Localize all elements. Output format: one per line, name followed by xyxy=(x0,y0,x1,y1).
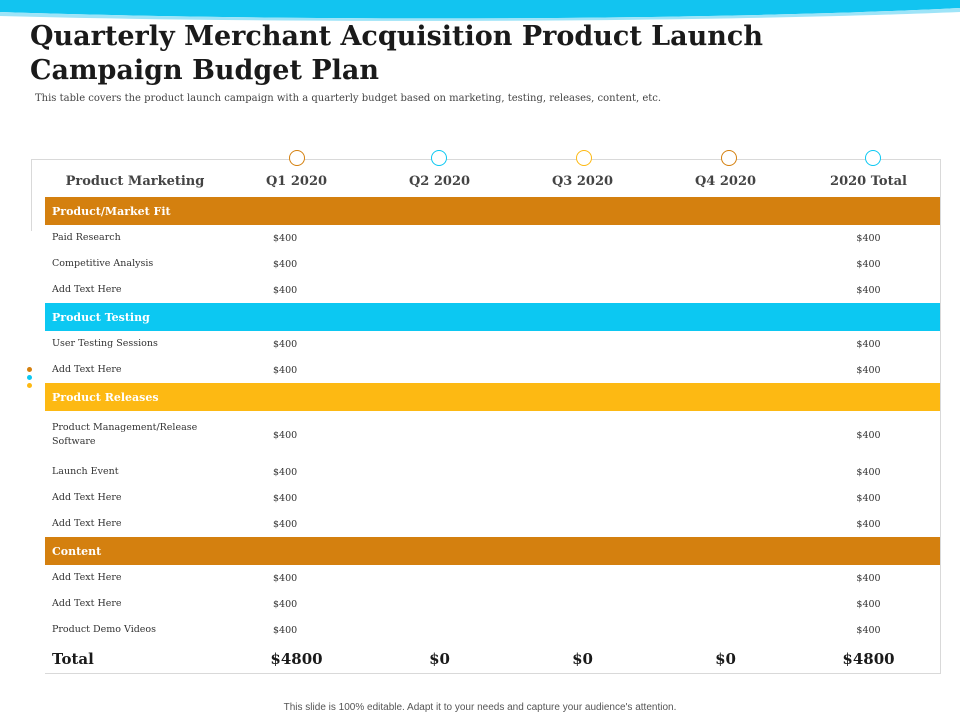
table-frame-bottom xyxy=(45,673,941,674)
table-row: Competitive Analysis $400 $400 xyxy=(45,251,940,277)
total-q3: $0 xyxy=(572,650,593,668)
table-row: Add Text Here $400 $400 xyxy=(45,485,940,511)
header-product-marketing: Product Marketing xyxy=(65,174,205,189)
section-title: Content xyxy=(52,544,102,558)
cell-total: $400 xyxy=(856,232,881,244)
section-row-content: Content xyxy=(45,537,940,565)
row-label: User Testing Sessions xyxy=(52,338,158,349)
cell-total: $400 xyxy=(856,429,881,441)
section-row-product-testing: Product Testing xyxy=(45,303,940,331)
row-label: Add Text Here xyxy=(52,284,122,295)
cell-q1: $400 xyxy=(273,258,298,270)
cell-q1: $400 xyxy=(273,492,298,504)
cell-total: $400 xyxy=(856,466,881,478)
row-label: Add Text Here xyxy=(52,518,122,529)
column-marker-q2 xyxy=(431,150,447,166)
row-label: Add Text Here xyxy=(52,364,122,375)
cell-total: $400 xyxy=(856,284,881,296)
section-row-product-releases: Product Releases xyxy=(45,383,940,411)
table-row: Add Text Here $400 $400 xyxy=(45,591,940,617)
cell-q1: $400 xyxy=(273,624,298,636)
table-row: Add Text Here $400 $400 xyxy=(45,357,940,383)
header-q4: Q4 2020 xyxy=(694,174,757,189)
row-label: Product Management/Release Software xyxy=(52,422,198,447)
column-marker-q1 xyxy=(289,150,305,166)
table-frame-top xyxy=(31,159,941,160)
section-title: Product Releases xyxy=(52,390,159,404)
header-q2: Q2 2020 xyxy=(408,174,471,189)
cell-q1: $400 xyxy=(273,284,298,296)
budget-table: Product Marketing Q1 2020 Q2 2020 Q3 202… xyxy=(45,166,940,675)
row-label: Add Text Here xyxy=(52,598,122,609)
row-label: Paid Research xyxy=(52,232,121,243)
row-label: Add Text Here xyxy=(52,492,122,503)
section-title: Product Testing xyxy=(52,310,150,324)
table-row: User Testing Sessions $400 $400 xyxy=(45,331,940,357)
row-label: Add Text Here xyxy=(52,572,122,583)
row-label: Product Demo Videos xyxy=(52,624,157,635)
total-q2: $0 xyxy=(429,650,450,668)
table-row: Add Text Here $400 $400 xyxy=(45,277,940,303)
total-row: Total $4800 $0 $0 $0 $4800 xyxy=(45,643,940,675)
cell-total: $400 xyxy=(856,518,881,530)
cell-total: $400 xyxy=(856,364,881,376)
column-marker-q3 xyxy=(576,150,592,166)
row-label: Launch Event xyxy=(52,466,119,477)
row-label: Competitive Analysis xyxy=(52,258,154,269)
header-total: 2020 Total xyxy=(830,174,907,189)
cell-total: $400 xyxy=(856,338,881,350)
cell-q1: $400 xyxy=(273,232,298,244)
table-row: Product Management/Release Software $400… xyxy=(45,411,940,459)
cell-q1: $400 xyxy=(273,598,298,610)
table-row: Add Text Here $400 $400 xyxy=(45,565,940,591)
cell-q1: $400 xyxy=(273,364,298,376)
table-row: Product Demo Videos $400 $400 xyxy=(45,617,940,643)
column-marker-q4 xyxy=(721,150,737,166)
cell-total: $400 xyxy=(856,624,881,636)
header-q1: Q1 2020 xyxy=(265,174,328,189)
total-year: $4800 xyxy=(842,650,895,668)
table-header-row: Product Marketing Q1 2020 Q2 2020 Q3 202… xyxy=(45,166,940,197)
total-q4: $0 xyxy=(715,650,736,668)
total-q1: $4800 xyxy=(270,650,323,668)
footer-note: This slide is 100% editable. Adapt it to… xyxy=(283,702,677,713)
header-q3: Q3 2020 xyxy=(551,174,614,189)
cell-total: $400 xyxy=(856,598,881,610)
cell-q1: $400 xyxy=(273,466,298,478)
page-title: Quarterly Merchant Acquisition Product L… xyxy=(30,21,763,86)
cell-total: $400 xyxy=(856,258,881,270)
page-subtitle: This table covers the product launch cam… xyxy=(35,93,662,104)
table-frame-right xyxy=(940,159,941,673)
table-row: Add Text Here $400 $400 xyxy=(45,511,940,537)
cell-q1: $400 xyxy=(273,429,298,441)
section-row-product-market-fit: Product/Market Fit xyxy=(45,197,940,225)
table-row: Paid Research $400 $400 xyxy=(45,225,940,251)
cell-q1: $400 xyxy=(273,518,298,530)
cell-total: $400 xyxy=(856,492,881,504)
top-wave-banner xyxy=(0,0,960,21)
cell-q1: $400 xyxy=(273,338,298,350)
total-label: Total xyxy=(52,650,94,668)
table-row: Launch Event $400 $400 xyxy=(45,459,940,485)
cell-total: $400 xyxy=(856,572,881,584)
column-marker-total xyxy=(865,150,881,166)
table-frame-left xyxy=(31,159,32,231)
section-title: Product/Market Fit xyxy=(52,204,171,218)
cell-q1: $400 xyxy=(273,572,298,584)
decorative-dots xyxy=(27,367,32,391)
